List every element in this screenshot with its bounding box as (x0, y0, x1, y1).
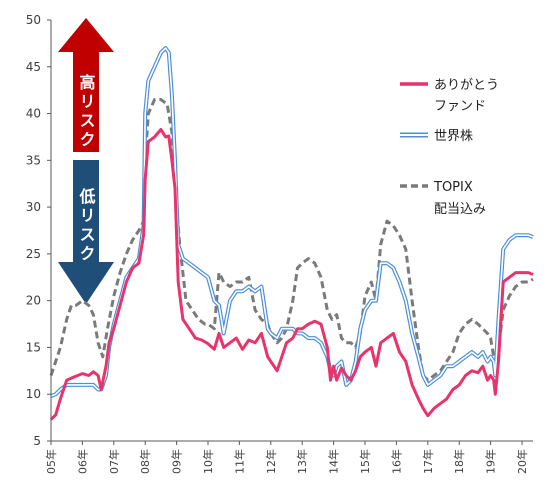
low-risk-arrow-shape (58, 160, 114, 304)
x-tick-labels: 05年 06年 07年 08年 09年 10年 11年 12年 13年 14年 15年 16年 17年 1… (44, 441, 529, 474)
x-tick-label: 09年 (170, 449, 184, 474)
x-tick-label: 17年 (421, 449, 435, 474)
y-tick-labels: 5 10 15 20 25 30 35 40 45 50 (26, 13, 51, 448)
y-tick-label: 35 (26, 153, 41, 167)
legend: ありがとう ファンド 世界株 TOPIX 配当込み (400, 78, 499, 217)
x-tick-label: 15年 (358, 449, 372, 474)
high-risk-arrow-shape (58, 18, 114, 152)
x-tick-label: 20年 (515, 449, 529, 474)
x-tick-label: 13年 (295, 449, 309, 474)
high-risk-label: 高リスク (77, 73, 96, 150)
x-tick-label: 14年 (327, 449, 341, 474)
x-tick-label: 06年 (75, 449, 89, 474)
high-risk-arrow: 高リスク (58, 18, 114, 152)
x-tick-label: 10年 (201, 449, 215, 474)
y-tick-label: 15 (26, 340, 41, 354)
series-line-topix (49, 98, 534, 382)
x-tick-label: 11年 (232, 449, 246, 474)
y-tick-label: 45 (26, 60, 41, 74)
legend-label-arigatou-2: ファンド (434, 99, 486, 114)
y-tick-label: 50 (26, 13, 41, 27)
x-tick-label: 08年 (138, 449, 152, 474)
x-tick-label: 16年 (389, 449, 403, 474)
y-tick-label: 40 (26, 107, 41, 121)
legend-label-sekai: 世界株 (434, 129, 473, 144)
x-tick-label: 18年 (452, 449, 466, 474)
low-risk-arrow: 低リスク (58, 160, 114, 304)
x-tick-label: 12年 (264, 449, 278, 474)
x-tick-label: 07年 (107, 449, 121, 474)
legend-label-topix-1: TOPIX (433, 180, 473, 195)
y-tick-label: 5 (33, 434, 41, 448)
y-tick-label: 25 (26, 247, 41, 261)
x-tick-label: 05年 (44, 449, 58, 474)
y-tick-label: 10 (26, 387, 41, 401)
x-tick-label: 19年 (484, 449, 498, 474)
y-tick-label: 20 (26, 294, 41, 308)
series-line-arigatou (49, 128, 534, 421)
low-risk-label: 低リスク (77, 187, 97, 264)
series-layer (49, 46, 534, 421)
legend-label-arigatou-1: ありがとう (434, 78, 499, 93)
legend-label-topix-2: 配当込み (434, 202, 486, 217)
y-tick-label: 30 (26, 200, 41, 214)
